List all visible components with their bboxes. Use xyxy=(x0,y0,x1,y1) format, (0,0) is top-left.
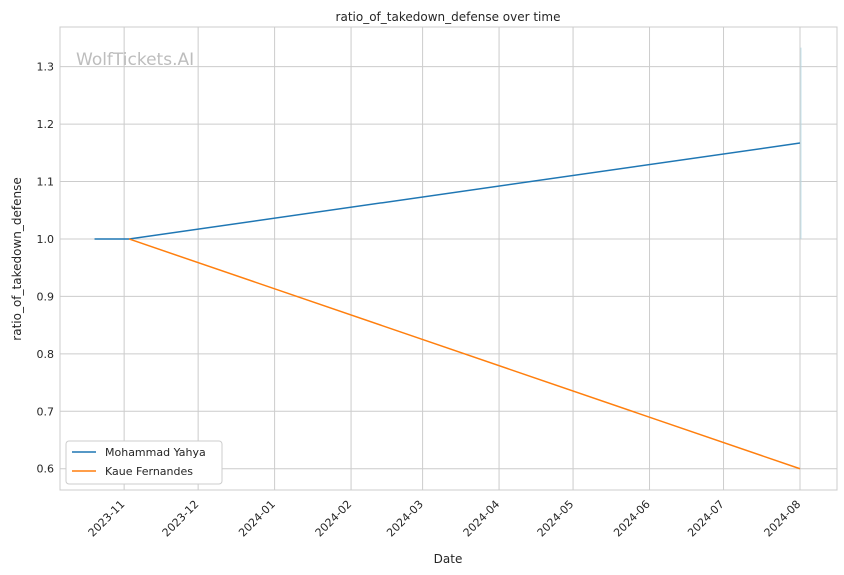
x-tick-label: 2024-08 xyxy=(762,498,804,540)
y-tick-label: 0.7 xyxy=(37,405,55,418)
x-tick-label: 2024-05 xyxy=(535,498,577,540)
series-line-kaue-fernandes xyxy=(128,238,801,470)
y-tick-label: 0.9 xyxy=(37,290,55,303)
x-tick-label: 2023-11 xyxy=(86,498,128,540)
legend-box xyxy=(65,440,223,485)
y-tick-label: 1.1 xyxy=(37,176,55,189)
x-tick-label: 2024-01 xyxy=(236,498,278,540)
x-tick-label: 2023-12 xyxy=(160,498,202,540)
plot-frame xyxy=(59,26,838,491)
x-tick-label: 2024-02 xyxy=(313,498,355,540)
x-axis-label: Date xyxy=(434,552,463,566)
y-tick-label: 0.6 xyxy=(37,463,55,476)
x-tick-label: 2024-04 xyxy=(461,498,503,540)
series-line-mohammad-yahya xyxy=(94,142,801,240)
x-tick-label: 2024-03 xyxy=(384,498,426,540)
y-tick-label: 1.2 xyxy=(37,118,55,131)
legend-label-kaue-fernandes: Kaue Fernandes xyxy=(105,465,193,478)
y-tick-label: 1.0 xyxy=(37,233,55,246)
legend-label-mohammad-yahya: Mohammad Yahya xyxy=(105,446,206,459)
y-tick-label: 1.3 xyxy=(37,61,55,74)
watermark: WolfTickets.AI xyxy=(76,50,194,70)
y-axis-label: ratio_of_takedown_defense xyxy=(10,177,24,340)
x-tick-label: 2024-06 xyxy=(611,498,653,540)
chart-title: ratio_of_takedown_defense over time xyxy=(336,10,561,24)
legend: Mohammad Yahya Kaue Fernandes xyxy=(65,440,223,485)
y-tick-label: 0.8 xyxy=(37,348,55,361)
x-tick-label: 2024-07 xyxy=(685,498,727,540)
